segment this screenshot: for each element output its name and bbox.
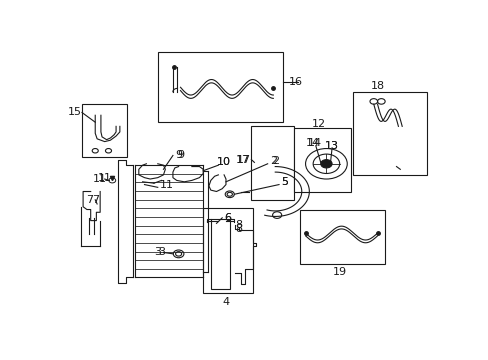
Text: 2: 2	[269, 156, 276, 166]
Text: 5: 5	[281, 177, 287, 187]
Text: 17: 17	[236, 155, 249, 165]
Text: 5: 5	[281, 177, 287, 187]
Bar	[158, 51, 282, 122]
Text: 18: 18	[370, 81, 384, 91]
Bar	[210, 219, 229, 288]
Text: 6: 6	[224, 213, 231, 223]
Text: 3: 3	[158, 247, 165, 257]
Bar	[352, 92, 426, 175]
Text: 10: 10	[217, 157, 231, 167]
Text: 14: 14	[307, 138, 322, 148]
Text: 11: 11	[93, 174, 107, 184]
Bar	[299, 210, 385, 264]
Text: 10: 10	[217, 157, 231, 167]
Text: 15: 15	[68, 108, 82, 117]
Text: 8: 8	[235, 220, 243, 230]
Text: 14: 14	[305, 138, 320, 148]
Text: 9: 9	[177, 150, 183, 161]
Text: 4: 4	[222, 297, 229, 307]
Bar	[203, 208, 252, 293]
Text: 13: 13	[325, 141, 338, 151]
Text: 7: 7	[91, 195, 99, 205]
Text: 1: 1	[160, 180, 166, 190]
Text: 13: 13	[325, 141, 338, 151]
Text: 7: 7	[86, 195, 93, 205]
Text: 8: 8	[235, 224, 243, 234]
Text: 16: 16	[288, 77, 303, 87]
Text: 17: 17	[236, 155, 250, 165]
Bar	[82, 104, 127, 157]
Text: 19: 19	[332, 267, 346, 277]
Bar	[250, 126, 294, 200]
Circle shape	[320, 159, 331, 168]
Text: 12: 12	[311, 118, 325, 129]
Bar	[294, 128, 350, 192]
Text: 3: 3	[154, 247, 161, 257]
Text: 1: 1	[165, 180, 172, 190]
Text: 6: 6	[224, 213, 231, 223]
Text: 9: 9	[175, 150, 182, 161]
Text: 11: 11	[98, 173, 111, 183]
Text: 2: 2	[271, 156, 278, 166]
